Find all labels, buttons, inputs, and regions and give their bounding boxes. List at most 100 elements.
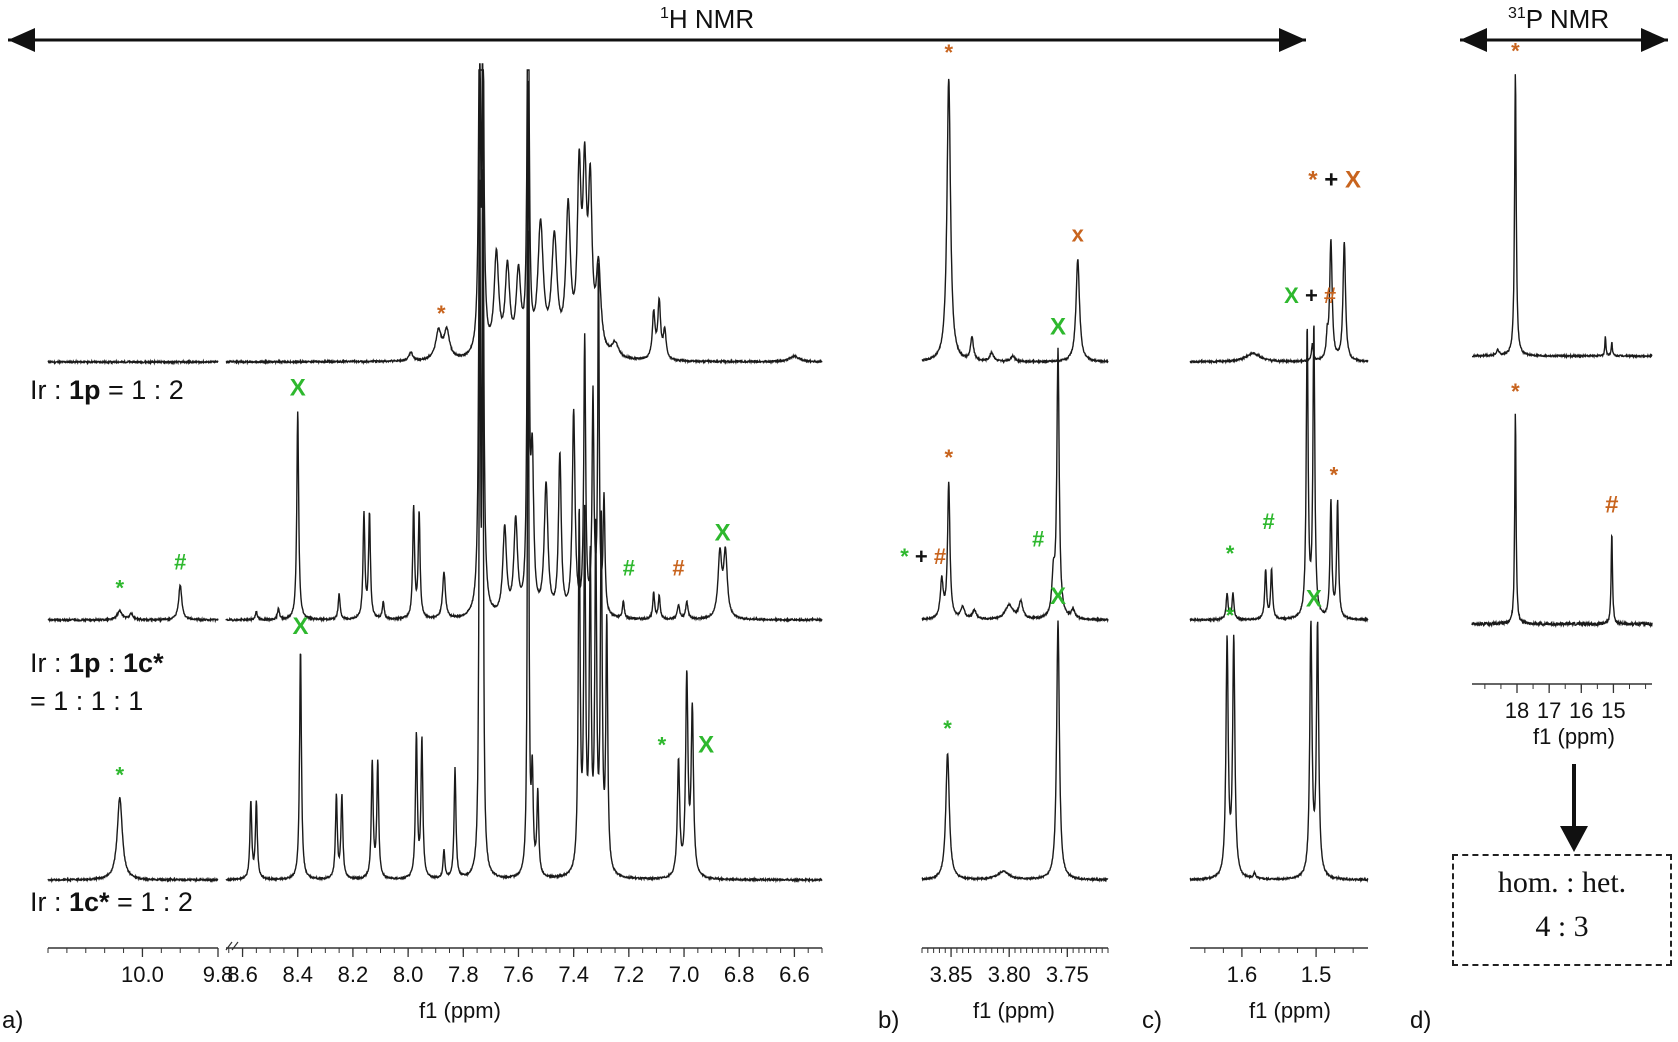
annotation-a-4: X	[290, 375, 306, 402]
annotation-d-2-symbol: *	[1511, 379, 1520, 404]
annotation-a-7: X	[715, 520, 731, 547]
axis-b-tick-label: 3.80	[988, 962, 1031, 987]
annotation-a-11-symbol: X	[698, 731, 714, 758]
annotation-c-1-symbol: X	[1345, 167, 1361, 194]
trace-c-row2	[1189, 325, 1369, 624]
trace-a-row2-seg2	[225, 63, 823, 623]
annotation-c-4-symbol: +	[1299, 283, 1324, 308]
annotation-c-3: #	[1262, 509, 1274, 534]
annotation-b-6-symbol: X	[1050, 314, 1066, 341]
annotation-c-1: * + X	[1308, 167, 1361, 194]
annotation-a-6-symbol: #	[672, 555, 684, 580]
annotation-d-3: #	[1605, 491, 1618, 518]
1h-header: 1H NMR	[660, 4, 754, 34]
annotation-b-5: #	[1032, 526, 1044, 551]
annotation-a-3: #	[174, 550, 186, 575]
annotation-b-6: X	[1050, 314, 1066, 341]
trace-b-row1	[921, 78, 1109, 365]
annotation-b-3-symbol: *	[944, 445, 953, 470]
axis-a-seg2-tick-label: 8.0	[393, 962, 424, 987]
1h-header-sup: 1	[660, 5, 669, 22]
annotation-a-8-symbol: *	[115, 763, 124, 788]
axis-d-tick-label: 17	[1537, 698, 1561, 723]
annotation-c-1-symbol: *	[1308, 167, 1318, 194]
axis-break-icon	[225, 941, 239, 951]
axis-title-c: f1 (ppm)	[1249, 998, 1331, 1023]
annotation-a-11: X	[698, 731, 714, 758]
axis-d-tick-label: 18	[1505, 698, 1529, 723]
annotation-b-2-symbol: x	[1072, 222, 1085, 247]
annotation-a-1: *	[437, 301, 446, 326]
sample-label-2b: = 1 : 1 : 1	[30, 686, 143, 716]
annotation-d-1: *	[1511, 39, 1520, 64]
annotation-c-5-symbol: *	[1330, 463, 1339, 488]
trace-d-row1	[1472, 74, 1653, 360]
trace-a-row3-seg2	[225, 169, 823, 884]
annotation-a-2-symbol: *	[115, 576, 124, 601]
annotation-b-1-symbol: *	[944, 40, 953, 65]
annotation-c-1-symbol: +	[1318, 167, 1345, 194]
annotation-a-5: #	[623, 555, 635, 580]
axis-a-seg2-tick-label: 7.6	[503, 962, 534, 987]
axis-a-seg2-tick-label: 8.6	[227, 962, 258, 987]
annotation-a-6: #	[672, 555, 684, 580]
axis-a-seg1-tick-label: 9.8	[203, 962, 234, 987]
panel-letter-d: d)	[1410, 1007, 1431, 1034]
trace-a-row1-seg2	[225, 69, 823, 366]
annotation-c-3-symbol: #	[1262, 509, 1274, 534]
annotation-c-4: X + #	[1284, 283, 1336, 308]
axis-a-seg2-tick-label: 7.4	[558, 962, 589, 987]
trace-a-row2-seg1	[47, 583, 219, 624]
trace-d-row2	[1471, 413, 1653, 629]
sample-label-1: Ir : 1p = 1 : 2	[30, 375, 184, 405]
axis-title-d: f1 (ppm)	[1533, 724, 1615, 749]
annotation-c-4-symbol: #	[1324, 283, 1336, 308]
annotation-b-7: *	[943, 716, 952, 741]
axis-title-b: f1 (ppm)	[973, 998, 1055, 1023]
sample-label-2: Ir : 1p : 1c*	[30, 648, 164, 678]
31p-header-sup: 31	[1508, 5, 1526, 22]
annotation-a-7-symbol: X	[715, 520, 731, 547]
ratio-box: hom. : het. 4 : 3	[1452, 854, 1672, 966]
annotation-a-10-symbol: *	[658, 732, 667, 757]
axis-c-tick-label: 1.5	[1301, 962, 1332, 987]
axis-d-tick-label: 15	[1601, 698, 1625, 723]
annotation-a-2: *	[115, 576, 124, 601]
trace-a-row3-seg1	[47, 796, 219, 884]
annotation-c-2: *	[1226, 541, 1235, 566]
annotation-c-4-symbol: X	[1284, 283, 1299, 308]
annotation-b-7-symbol: *	[943, 716, 952, 741]
annotation-c-6-symbol: *	[1226, 603, 1235, 628]
trace-c-row1	[1189, 239, 1369, 365]
trace-b-row2	[921, 347, 1109, 623]
annotation-c-7-symbol: X	[1306, 586, 1322, 613]
annotation-b-4: * + #	[900, 544, 946, 569]
down-arrow-head	[1560, 826, 1588, 852]
annotation-c-2-symbol: *	[1226, 541, 1235, 566]
spectra-layer: 10.0 9.88.6 8.4 8.2 8.0 7.8 7.6 7.4 7.2 7.0 6.8 6.6…	[47, 39, 1653, 987]
axis-b-tick-label: 3.75	[1046, 962, 1089, 987]
annotation-c-6: *	[1226, 603, 1235, 628]
trace-a-row1-seg1	[47, 358, 219, 366]
annotation-a-3-symbol: #	[174, 550, 186, 575]
annotation-a-10: *	[658, 732, 667, 757]
annotation-d-1-symbol: *	[1511, 39, 1520, 64]
axis-a-seg2-tick-label: 6.8	[724, 962, 755, 987]
axis-b-tick-label: 3.85	[930, 962, 973, 987]
axis-a-seg1-tick-label: 10.0	[121, 962, 164, 987]
trace-b-row3	[921, 620, 1109, 883]
trace-c-row3	[1189, 620, 1369, 883]
ratio-box-line2: 4 : 3	[1535, 910, 1589, 943]
panel-letter-b: b)	[878, 1007, 899, 1034]
annotation-a-5-symbol: #	[623, 555, 635, 580]
annotation-a-9-symbol: X	[292, 613, 308, 640]
axis-a-seg2-tick-label: 8.4	[282, 962, 313, 987]
annotation-b-3: *	[944, 445, 953, 470]
annotation-b-5-symbol: #	[1032, 526, 1044, 551]
annotation-b-1: *	[944, 40, 953, 65]
ratio-box-line1: hom. : het.	[1497, 866, 1627, 899]
annotation-c-7: X	[1306, 586, 1322, 613]
axis-a-seg2-tick-label: 6.6	[779, 962, 810, 987]
panel-letter-a: a)	[2, 1007, 23, 1034]
axis-d-tick-label: 16	[1569, 698, 1593, 723]
